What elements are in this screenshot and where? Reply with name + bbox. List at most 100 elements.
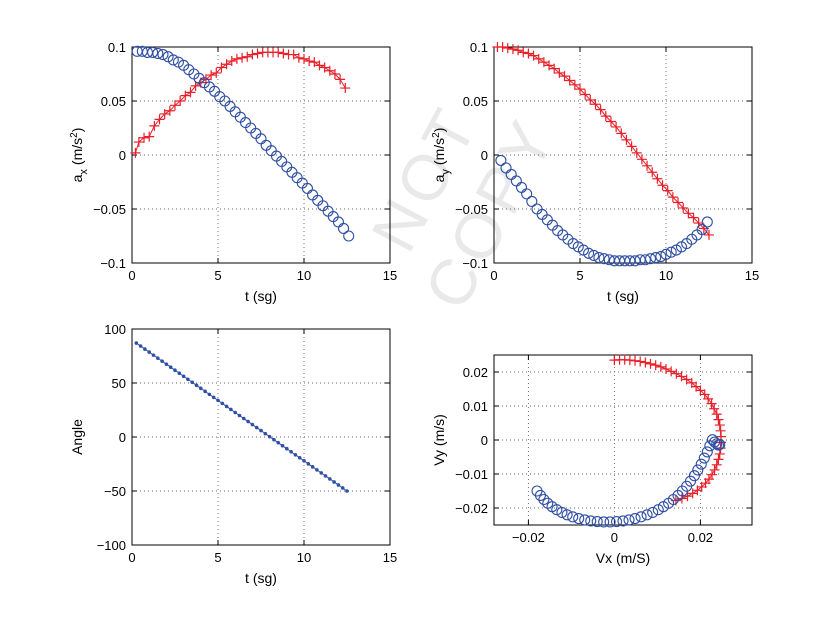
- x-tick-label: 15: [383, 550, 397, 565]
- data-point-plus: [170, 100, 180, 111]
- data-point-plus: [237, 52, 248, 63]
- data-point-circle: [534, 489, 546, 501]
- data-point-circle: [688, 470, 700, 482]
- data-point-dot: [289, 449, 293, 454]
- data-point-circle: [660, 248, 672, 260]
- data-point-dot: [250, 422, 255, 427]
- data-point-plus: [624, 355, 635, 366]
- data-point-dot: [328, 477, 332, 481]
- data-point-plus: [575, 84, 585, 95]
- data-point-plus: [687, 488, 698, 499]
- data-point-circle: [551, 504, 563, 516]
- data-point-plus: [652, 173, 663, 184]
- x-axis-label: Vx (m/S): [596, 550, 650, 566]
- data-point-plus: [636, 154, 647, 165]
- data-point-plus: [242, 51, 253, 62]
- y-tick-label: 0: [119, 430, 126, 445]
- data-point-plus: [278, 48, 289, 59]
- data-point-dot: [224, 404, 229, 409]
- data-point-circle: [567, 511, 579, 523]
- data-point-plus: [661, 363, 671, 374]
- data-point-circle: [635, 511, 647, 523]
- data-point-dot: [220, 401, 225, 406]
- y-tick-label: 0: [481, 433, 488, 448]
- data-point-plus: [671, 368, 682, 379]
- data-point-dot: [306, 462, 311, 466]
- data-point-circle: [655, 250, 667, 263]
- data-point-plus: [626, 141, 637, 152]
- data-point-plus: [631, 147, 642, 158]
- data-point-circle: [515, 181, 528, 193]
- data-point-circle: [579, 514, 591, 526]
- y-tick-label: 0.1: [108, 40, 126, 55]
- data-point-circle: [714, 438, 726, 450]
- x-tick-label: 10: [659, 268, 673, 283]
- data-point-dot: [272, 437, 276, 442]
- data-point-dot: [186, 377, 190, 382]
- data-point-plus: [683, 208, 694, 219]
- data-point-plus: [681, 374, 692, 385]
- series-line: [497, 46, 710, 236]
- y-tick-label: −0.01: [455, 467, 488, 482]
- data-point-dot: [173, 368, 177, 373]
- data-point-plus: [304, 56, 315, 67]
- data-point-circle: [617, 515, 629, 527]
- x-tick-label: 15: [383, 268, 397, 283]
- data-point-dot: [297, 455, 302, 460]
- data-point-circle: [526, 195, 538, 207]
- data-point-dot: [229, 407, 233, 412]
- data-point-plus: [340, 83, 351, 94]
- series-line: [136, 342, 348, 492]
- data-point-circle: [500, 162, 512, 174]
- data-point-plus: [667, 192, 678, 203]
- data-point-plus: [144, 131, 155, 142]
- data-point-plus: [549, 63, 560, 74]
- data-point-plus: [713, 454, 724, 465]
- data-point-dot: [168, 365, 173, 369]
- y-tick-label: 0: [119, 148, 126, 163]
- data-point-dot: [134, 341, 139, 345]
- data-point-circle: [147, 46, 159, 58]
- data-point-circle: [152, 47, 164, 60]
- x-axis-label: t (sg): [245, 288, 277, 304]
- x-tick-label: 0: [490, 268, 497, 283]
- data-point-circle: [593, 252, 605, 264]
- data-point-dot: [177, 371, 182, 376]
- data-point-plus: [580, 89, 591, 100]
- data-point-dot: [216, 398, 220, 403]
- data-point-circle: [647, 506, 659, 518]
- data-point-plus: [709, 464, 720, 475]
- data-point-dot: [199, 386, 203, 391]
- data-point-dot: [194, 383, 199, 388]
- data-point-circle: [598, 253, 610, 265]
- y-axis-label: Angle: [69, 419, 85, 455]
- data-point-dot: [332, 480, 336, 484]
- data-point-plus: [211, 67, 222, 78]
- data-point-plus: [324, 65, 335, 76]
- data-point-plus: [621, 134, 632, 145]
- chart-panel-4: −0.02 0 0.02 −0.02 −0.01 0 0.01 0.02 Vx (m/S) Vy …: [431, 354, 753, 566]
- data-point-plus: [635, 356, 646, 367]
- data-point-circle: [709, 436, 721, 448]
- data-point-dot: [233, 410, 237, 415]
- y-tick-label: −0.02: [455, 501, 488, 516]
- data-point-plus: [645, 358, 656, 369]
- data-point-circle: [696, 223, 708, 236]
- y-tick-label: −0.1: [100, 256, 126, 271]
- data-point-dot: [259, 428, 263, 433]
- data-point-plus: [559, 71, 570, 82]
- data-point-dot: [302, 459, 306, 463]
- data-point-circle: [610, 516, 623, 528]
- data-point-dot: [345, 489, 349, 493]
- x-tick-label: 5: [214, 550, 221, 565]
- x-tick-label: 0: [128, 550, 135, 565]
- data-point-circle: [585, 515, 597, 527]
- y-tick-label: 0: [481, 148, 488, 163]
- data-point-plus: [226, 56, 237, 67]
- y-axis-label: ay(m/s2): [431, 128, 452, 183]
- x-axis-label: t (sg): [607, 288, 639, 304]
- data-point-circle: [701, 216, 713, 228]
- data-point-dot: [323, 474, 328, 478]
- data-point-plus: [688, 212, 699, 223]
- y-tick-label: 0.01: [463, 399, 488, 414]
